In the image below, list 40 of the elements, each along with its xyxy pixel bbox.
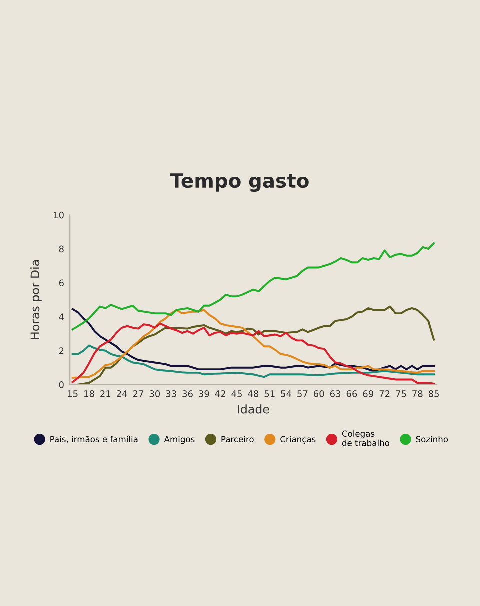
x-tick-label: 27 (133, 390, 144, 398)
x-tick-label: 66 (346, 390, 358, 398)
x-tick-label: 15 (68, 390, 78, 398)
x-tick-label: 51 (264, 390, 275, 398)
x-tick-label: 57 (298, 390, 308, 398)
line-series (72, 242, 436, 331)
y-axis-title: Horas por Dia (30, 260, 42, 340)
y-tick-label: 10 (54, 212, 64, 219)
x-tick-label: 21 (100, 390, 111, 398)
x-tick-label: 54 (281, 390, 292, 398)
legend-label: Colegas de trabalho (342, 430, 390, 446)
x-tick-label: 39 (199, 390, 210, 398)
legend-label: Parceiro (222, 436, 254, 443)
y-tick-label: 8 (59, 246, 64, 253)
x-tick-label: 63 (330, 390, 341, 398)
x-tick-label: 36 (182, 390, 193, 398)
x-tick-label: 45 (232, 390, 242, 398)
y-tick-label: 2 (59, 348, 64, 354)
legend-label: Amigos (164, 436, 195, 444)
x-tick-label: 24 (116, 390, 128, 398)
x-tick-label: 42 (215, 390, 226, 398)
legend-label: Pais, irmãos e família (50, 436, 138, 444)
x-tick-label: 75 (396, 390, 406, 398)
x-tick-label: 33 (166, 390, 176, 398)
x-tick-label: 85 (428, 390, 440, 398)
y-tick-label: 6 (59, 280, 64, 287)
legend-label: Crianças (280, 436, 316, 444)
x-tick-label: 72 (380, 390, 390, 398)
y-tick-label: 0 (59, 382, 64, 388)
x-tick-label: 48 (248, 390, 259, 398)
x-tick-label: 69 (363, 390, 374, 398)
x-tick-label: 18 (84, 390, 94, 398)
chart-title: Tempo gasto (170, 174, 309, 192)
y-tick-label: 4 (59, 314, 64, 320)
legend-label: Sozinho (416, 436, 448, 443)
x-tick-label: 78 (412, 390, 423, 398)
line-series (72, 344, 436, 378)
x-axis-title: Idade (238, 404, 270, 414)
x-tick-label: 60 (314, 390, 324, 398)
x-tick-label: 30 (150, 390, 160, 398)
